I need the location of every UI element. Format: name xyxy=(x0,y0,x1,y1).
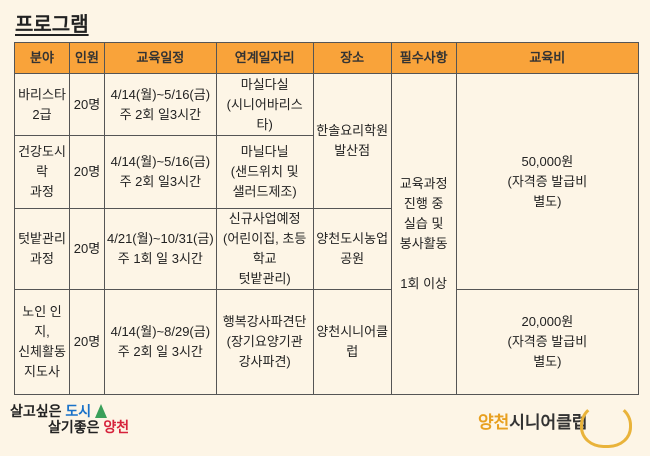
cell-job: 마닐다닐 (샌드위치 및 샐러드제조) xyxy=(215,135,314,209)
heart-icon xyxy=(580,402,632,448)
program-table: 분야 인원 교육일정 연계일자리 장소 필수사항 교육비 바리스타 2급 20명… xyxy=(14,42,640,395)
logo-text: 양천 xyxy=(103,419,130,435)
cell-job: 행복강사파견단 (장기요양기관 강사파견) xyxy=(215,289,314,395)
cell-schedule: 4/21(월)~10/31(금) 주 1회 일 3시간 xyxy=(104,208,217,290)
cell-place: 한솔요리학원 발산점 xyxy=(312,73,392,209)
header-required: 필수사항 xyxy=(390,42,457,74)
cell-place: 양천시니어클럽 xyxy=(312,289,392,395)
cell-required: 교육과정 진행 중 실습 및 봉사활동 1회 이상 xyxy=(390,73,457,395)
yangcheon-city-logo: 살고싶은 도시 살기좋은 양천 xyxy=(10,403,129,435)
table-row: 건강도시락 과정 20명 4/14(월)~5/16(금) 주 2회 일3시간 마… xyxy=(14,135,639,209)
table-row: 바리스타 2급 20명 4/14(월)~5/16(금) 주 2회 일3시간 마실… xyxy=(14,73,640,395)
cell-people: 20명 xyxy=(69,208,105,290)
cell-fee: 50,000원 (자격증 발급비 별도) xyxy=(455,73,640,290)
cell-schedule: 4/14(월)~5/16(금) 주 2회 일3시간 xyxy=(104,73,217,136)
cell-job: 마실다실 (시니어바리스타) xyxy=(215,73,314,136)
logo-text: 양천 xyxy=(478,413,510,432)
cell-schedule: 4/14(월)~8/29(금) 주 2회 일 3시간 xyxy=(104,289,217,395)
header-job: 연계일자리 xyxy=(215,42,314,74)
cell-field: 건강도시락 과정 xyxy=(14,135,70,209)
cell-job: 신규사업예정 (어린이집, 초등학교 텃밭관리) xyxy=(215,208,314,290)
logo-text: 살기좋은 xyxy=(48,419,104,435)
header-field: 분야 xyxy=(14,42,70,74)
header-place: 장소 xyxy=(312,42,392,74)
logo-text: 시니어클럽 xyxy=(509,413,588,432)
header-schedule: 교육일정 xyxy=(104,42,217,74)
table-row: 노인 인지, 신체활동 지도사 20명 4/14(월)~8/29(금) 주 2회… xyxy=(14,289,640,395)
cell-place: 양천도시농업 공원 xyxy=(312,208,392,290)
cell-field: 텃밭관리 과정 xyxy=(14,208,70,290)
senior-club-logo: 양천시니어클럽 xyxy=(478,408,587,433)
logo-text: 살고싶은 xyxy=(10,403,66,419)
header-fee: 교육비 xyxy=(455,42,640,74)
building-icon xyxy=(95,404,108,418)
cell-people: 20명 xyxy=(69,135,105,209)
table-row: 텃밭관리 과정 20명 4/21(월)~10/31(금) 주 1회 일 3시간 … xyxy=(14,208,639,290)
page-title: 프로그램 xyxy=(15,14,89,36)
cell-people: 20명 xyxy=(69,289,105,395)
cell-field: 바리스타 2급 xyxy=(14,73,70,136)
cell-people: 20명 xyxy=(69,73,105,136)
header-people: 인원 xyxy=(69,42,105,74)
table-header-row: 분야 인원 교육일정 연계일자리 장소 필수사항 교육비 xyxy=(14,42,640,74)
cell-fee: 20,000원 (자격증 발급비 별도) xyxy=(455,289,640,395)
cell-schedule: 4/14(월)~5/16(금) 주 2회 일3시간 xyxy=(104,135,217,209)
logo-text: 도시 xyxy=(65,403,92,419)
cell-field: 노인 인지, 신체활동 지도사 xyxy=(14,289,70,395)
